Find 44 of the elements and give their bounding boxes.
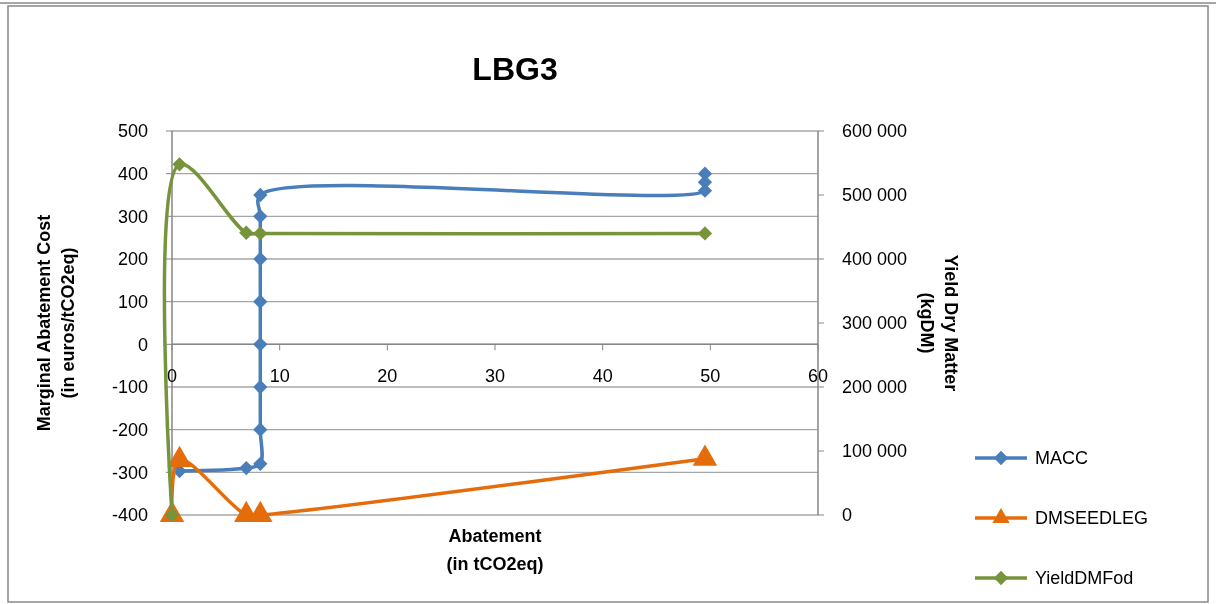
point bbox=[253, 209, 268, 224]
x-tick-label: 60 bbox=[807, 366, 829, 387]
y2-tick-label: 300 000 bbox=[842, 313, 908, 334]
y-tick-label: -100 bbox=[111, 377, 148, 398]
y2-tick-label: 400 000 bbox=[842, 249, 908, 270]
y-tick-label: -400 bbox=[111, 505, 148, 526]
x-tick-label: 50 bbox=[700, 366, 721, 387]
point bbox=[697, 226, 713, 241]
x-tick-label: 30 bbox=[484, 366, 506, 387]
y-tick-label: 400 bbox=[117, 163, 148, 184]
y2-tick-label: 0 bbox=[842, 505, 853, 526]
point bbox=[253, 251, 268, 267]
y-axis-title: Marginal Abatement Cost (in euros/tCO2eq) bbox=[34, 214, 78, 432]
x-axis-title: Abatement (in tCO2eq) bbox=[446, 526, 544, 574]
chart-title: LBG3 bbox=[472, 51, 558, 87]
point bbox=[253, 337, 268, 352]
legend-label: DMSEEDLEG bbox=[1035, 508, 1149, 529]
y2-tick-label: 200 000 bbox=[842, 377, 908, 398]
y-tick-label: -300 bbox=[111, 462, 148, 483]
point bbox=[172, 157, 187, 172]
point bbox=[239, 460, 254, 476]
x-tick-label: 40 bbox=[592, 366, 613, 387]
x-tick-label: 0 bbox=[166, 366, 178, 387]
y2-axis-title: Yield Dry Matter (kgDM) bbox=[917, 254, 961, 392]
point bbox=[253, 379, 268, 395]
y-tick-label: 300 bbox=[117, 206, 148, 227]
y2-tick-label: 100 000 bbox=[842, 441, 908, 462]
point bbox=[253, 187, 268, 203]
point bbox=[239, 225, 254, 240]
legend-label: MACC bbox=[1035, 448, 1088, 469]
y2-tick-label: 600 000 bbox=[842, 121, 908, 142]
point bbox=[253, 422, 268, 437]
x-tick-label: 20 bbox=[377, 366, 398, 387]
point bbox=[253, 226, 268, 241]
y-tick-label: 200 bbox=[117, 249, 148, 270]
y-tick-label: 0 bbox=[137, 334, 148, 355]
y2-tick-label: 500 000 bbox=[842, 185, 908, 206]
x-tick-label: 10 bbox=[269, 366, 290, 387]
y-tick-label: 100 bbox=[117, 291, 148, 312]
y-tick-label: -200 bbox=[111, 419, 148, 440]
y-tick-label: 500 bbox=[117, 121, 148, 142]
point bbox=[253, 456, 268, 471]
legend-label: YieldDMFod bbox=[1035, 568, 1134, 589]
point bbox=[253, 294, 268, 309]
